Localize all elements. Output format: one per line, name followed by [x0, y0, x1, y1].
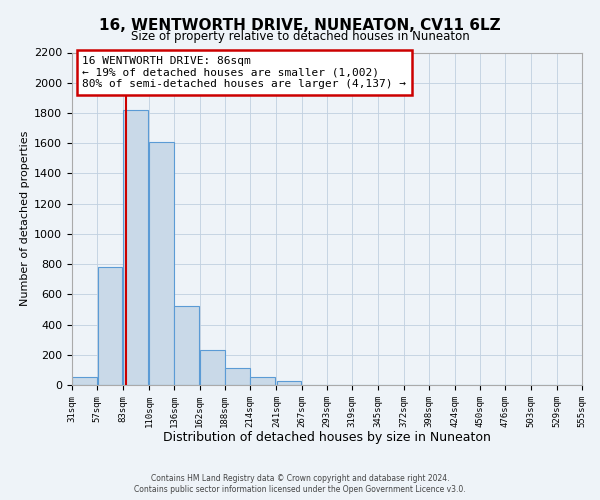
Bar	[123, 110, 148, 385]
Text: 16, WENTWORTH DRIVE, NUNEATON, CV11 6LZ: 16, WENTWORTH DRIVE, NUNEATON, CV11 6LZ	[99, 18, 501, 32]
Bar	[225, 368, 250, 385]
Bar	[250, 376, 275, 385]
Y-axis label: Number of detached properties: Number of detached properties	[20, 131, 30, 306]
Text: Size of property relative to detached houses in Nuneaton: Size of property relative to detached ho…	[131, 30, 469, 43]
Bar	[175, 306, 199, 385]
X-axis label: Distribution of detached houses by size in Nuneaton: Distribution of detached houses by size …	[163, 431, 491, 444]
Text: 16 WENTWORTH DRIVE: 86sqm
← 19% of detached houses are smaller (1,002)
80% of se: 16 WENTWORTH DRIVE: 86sqm ← 19% of detac…	[82, 56, 406, 89]
Bar	[149, 142, 174, 385]
Bar	[200, 350, 224, 385]
Bar	[277, 381, 301, 385]
Text: Contains HM Land Registry data © Crown copyright and database right 2024.
Contai: Contains HM Land Registry data © Crown c…	[134, 474, 466, 494]
Bar	[98, 267, 122, 385]
Bar	[72, 378, 97, 385]
